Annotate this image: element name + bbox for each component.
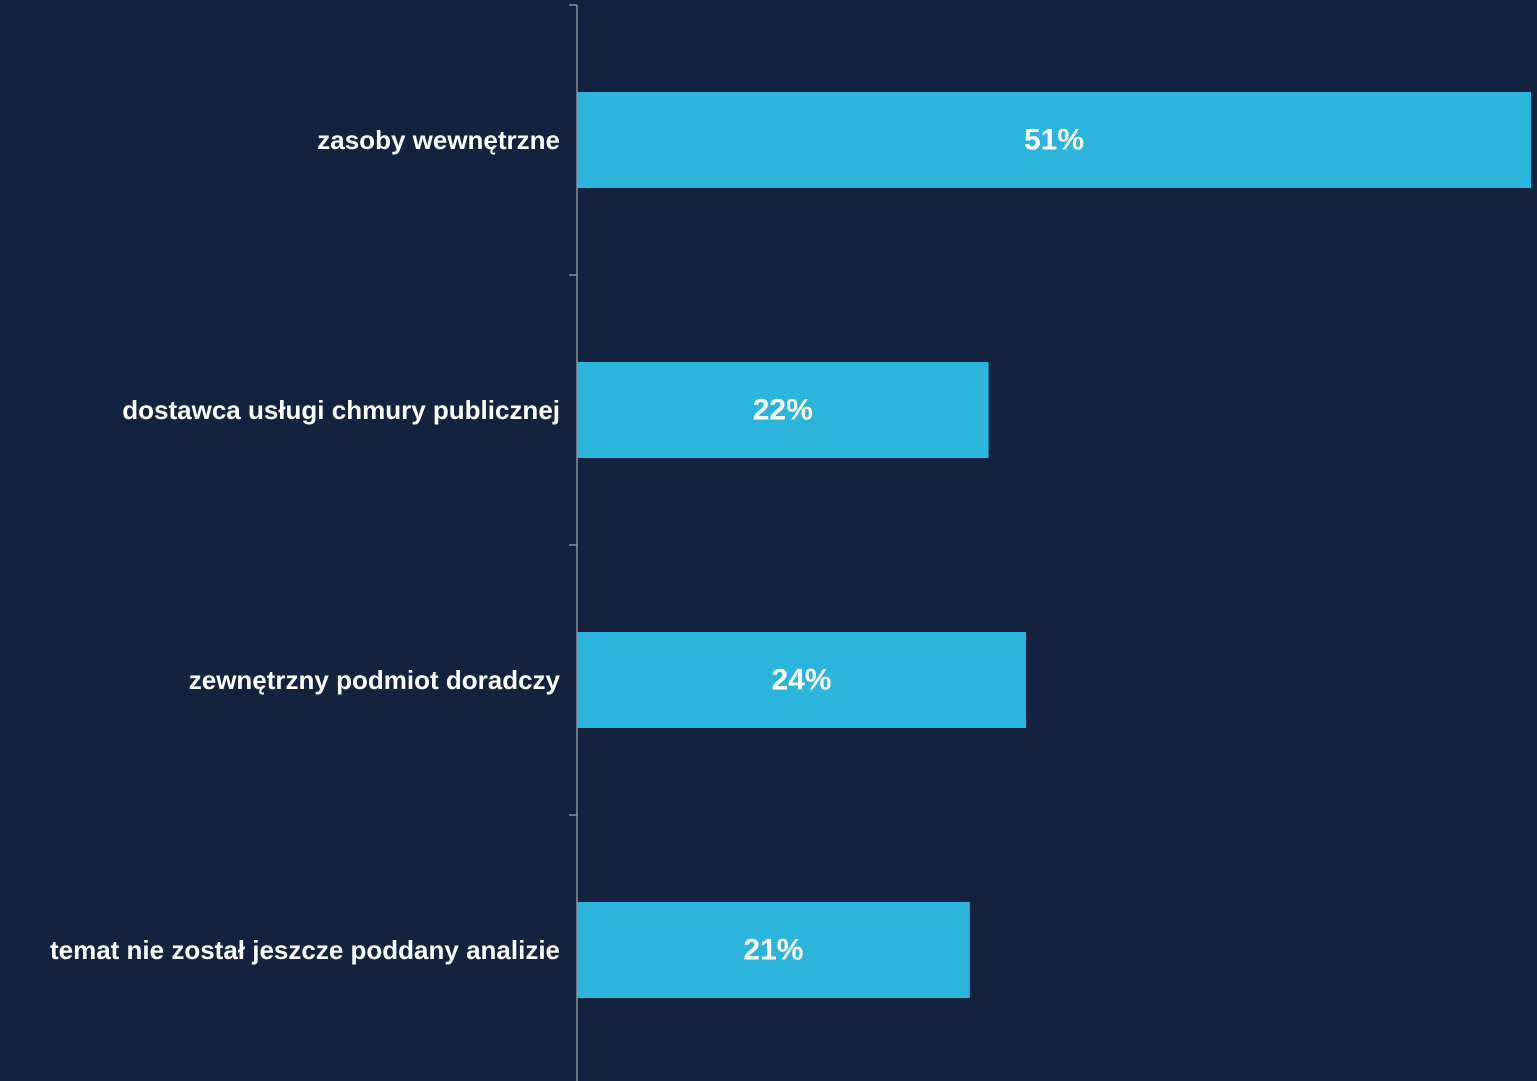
bar (577, 902, 970, 998)
bar (577, 92, 1531, 188)
value-label: 51% (1024, 124, 1084, 157)
category-label: zewnętrzny podmiot doradczy (189, 665, 561, 695)
value-label: 21% (743, 934, 803, 967)
value-label: 22% (753, 394, 813, 427)
category-label: temat nie został jeszcze poddany analizi… (50, 935, 560, 965)
category-label: dostawca usługi chmury publicznej (122, 395, 560, 425)
category-label: zasoby wewnętrzne (317, 125, 560, 155)
bar (577, 362, 989, 458)
bar (577, 632, 1026, 728)
value-label: 24% (771, 664, 831, 697)
